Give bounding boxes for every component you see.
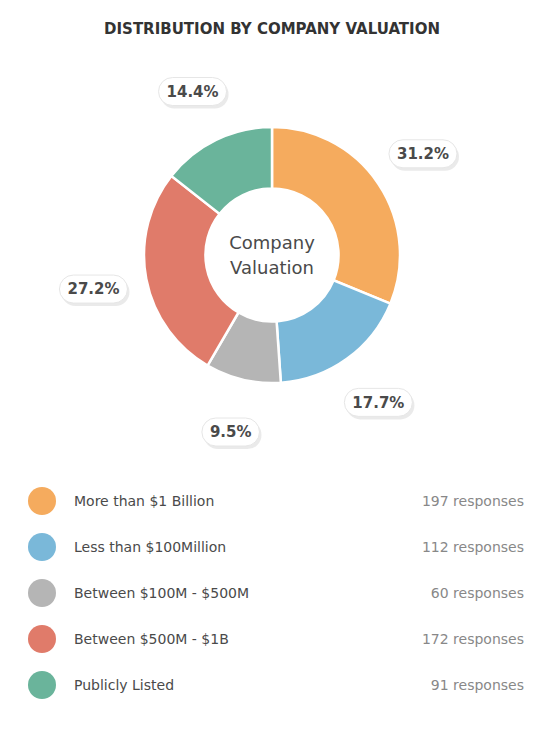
legend-swatch	[28, 671, 56, 699]
slice	[171, 127, 272, 214]
donut: CompanyValuation 31.2% 17.7% 9.5% 27.2% 14.4%	[59, 78, 459, 449]
legend-swatch	[28, 533, 56, 561]
data-label-group: 27.2%	[59, 275, 129, 306]
data-label-group: 9.5%	[202, 418, 262, 449]
data-label-group: 14.4%	[159, 78, 229, 109]
legend-item: Between $500M - $1B 172 responses	[28, 625, 524, 653]
legend-label: Publicly Listed	[74, 677, 174, 693]
data-label: 14.4%	[167, 83, 219, 101]
legend-item: Less than $100Million 112 responses	[28, 533, 524, 561]
label-pill	[344, 388, 412, 416]
data-label: 27.2%	[67, 280, 119, 298]
legend-swatch	[28, 579, 56, 607]
legend-item: More than $1 Billion 197 responses	[28, 487, 524, 515]
legend-item: Publicly Listed 91 responses	[28, 671, 524, 699]
legend-label: More than $1 Billion	[74, 493, 214, 509]
chart: DISTRIBUTION BY COMPANY VALUATION Company…	[0, 0, 544, 732]
label-pill	[59, 275, 127, 303]
label-pill	[389, 140, 457, 168]
legend-label: Between $500M - $1B	[74, 631, 229, 647]
legend-label: Less than $100Million	[74, 539, 226, 555]
data-label: 31.2%	[397, 145, 449, 163]
legend-label: Between $100M - $500M	[74, 585, 249, 601]
center-text: CompanyValuation	[229, 232, 315, 278]
legend-swatch	[28, 625, 56, 653]
legend-swatch	[28, 487, 56, 515]
legend-responses: 197 responses	[422, 493, 524, 509]
data-label-group: 31.2%	[389, 140, 459, 171]
label-pill	[202, 418, 260, 446]
data-label: 17.7%	[352, 394, 404, 412]
legend-responses: 60 responses	[431, 585, 524, 601]
legend-responses: 172 responses	[422, 631, 524, 647]
data-label-group: 17.7%	[344, 388, 414, 419]
label-pill	[159, 78, 227, 106]
title: DISTRIBUTION BY COMPANY VALUATION	[104, 20, 440, 38]
legend-responses: 112 responses	[422, 539, 524, 555]
data-label: 9.5%	[210, 423, 252, 441]
slice	[277, 280, 391, 382]
legend-responses: 91 responses	[431, 677, 524, 693]
legend: More than $1 Billion 197 responses Less th…	[28, 487, 524, 699]
legend-item: Between $100M - $500M 60 responses	[28, 579, 524, 607]
